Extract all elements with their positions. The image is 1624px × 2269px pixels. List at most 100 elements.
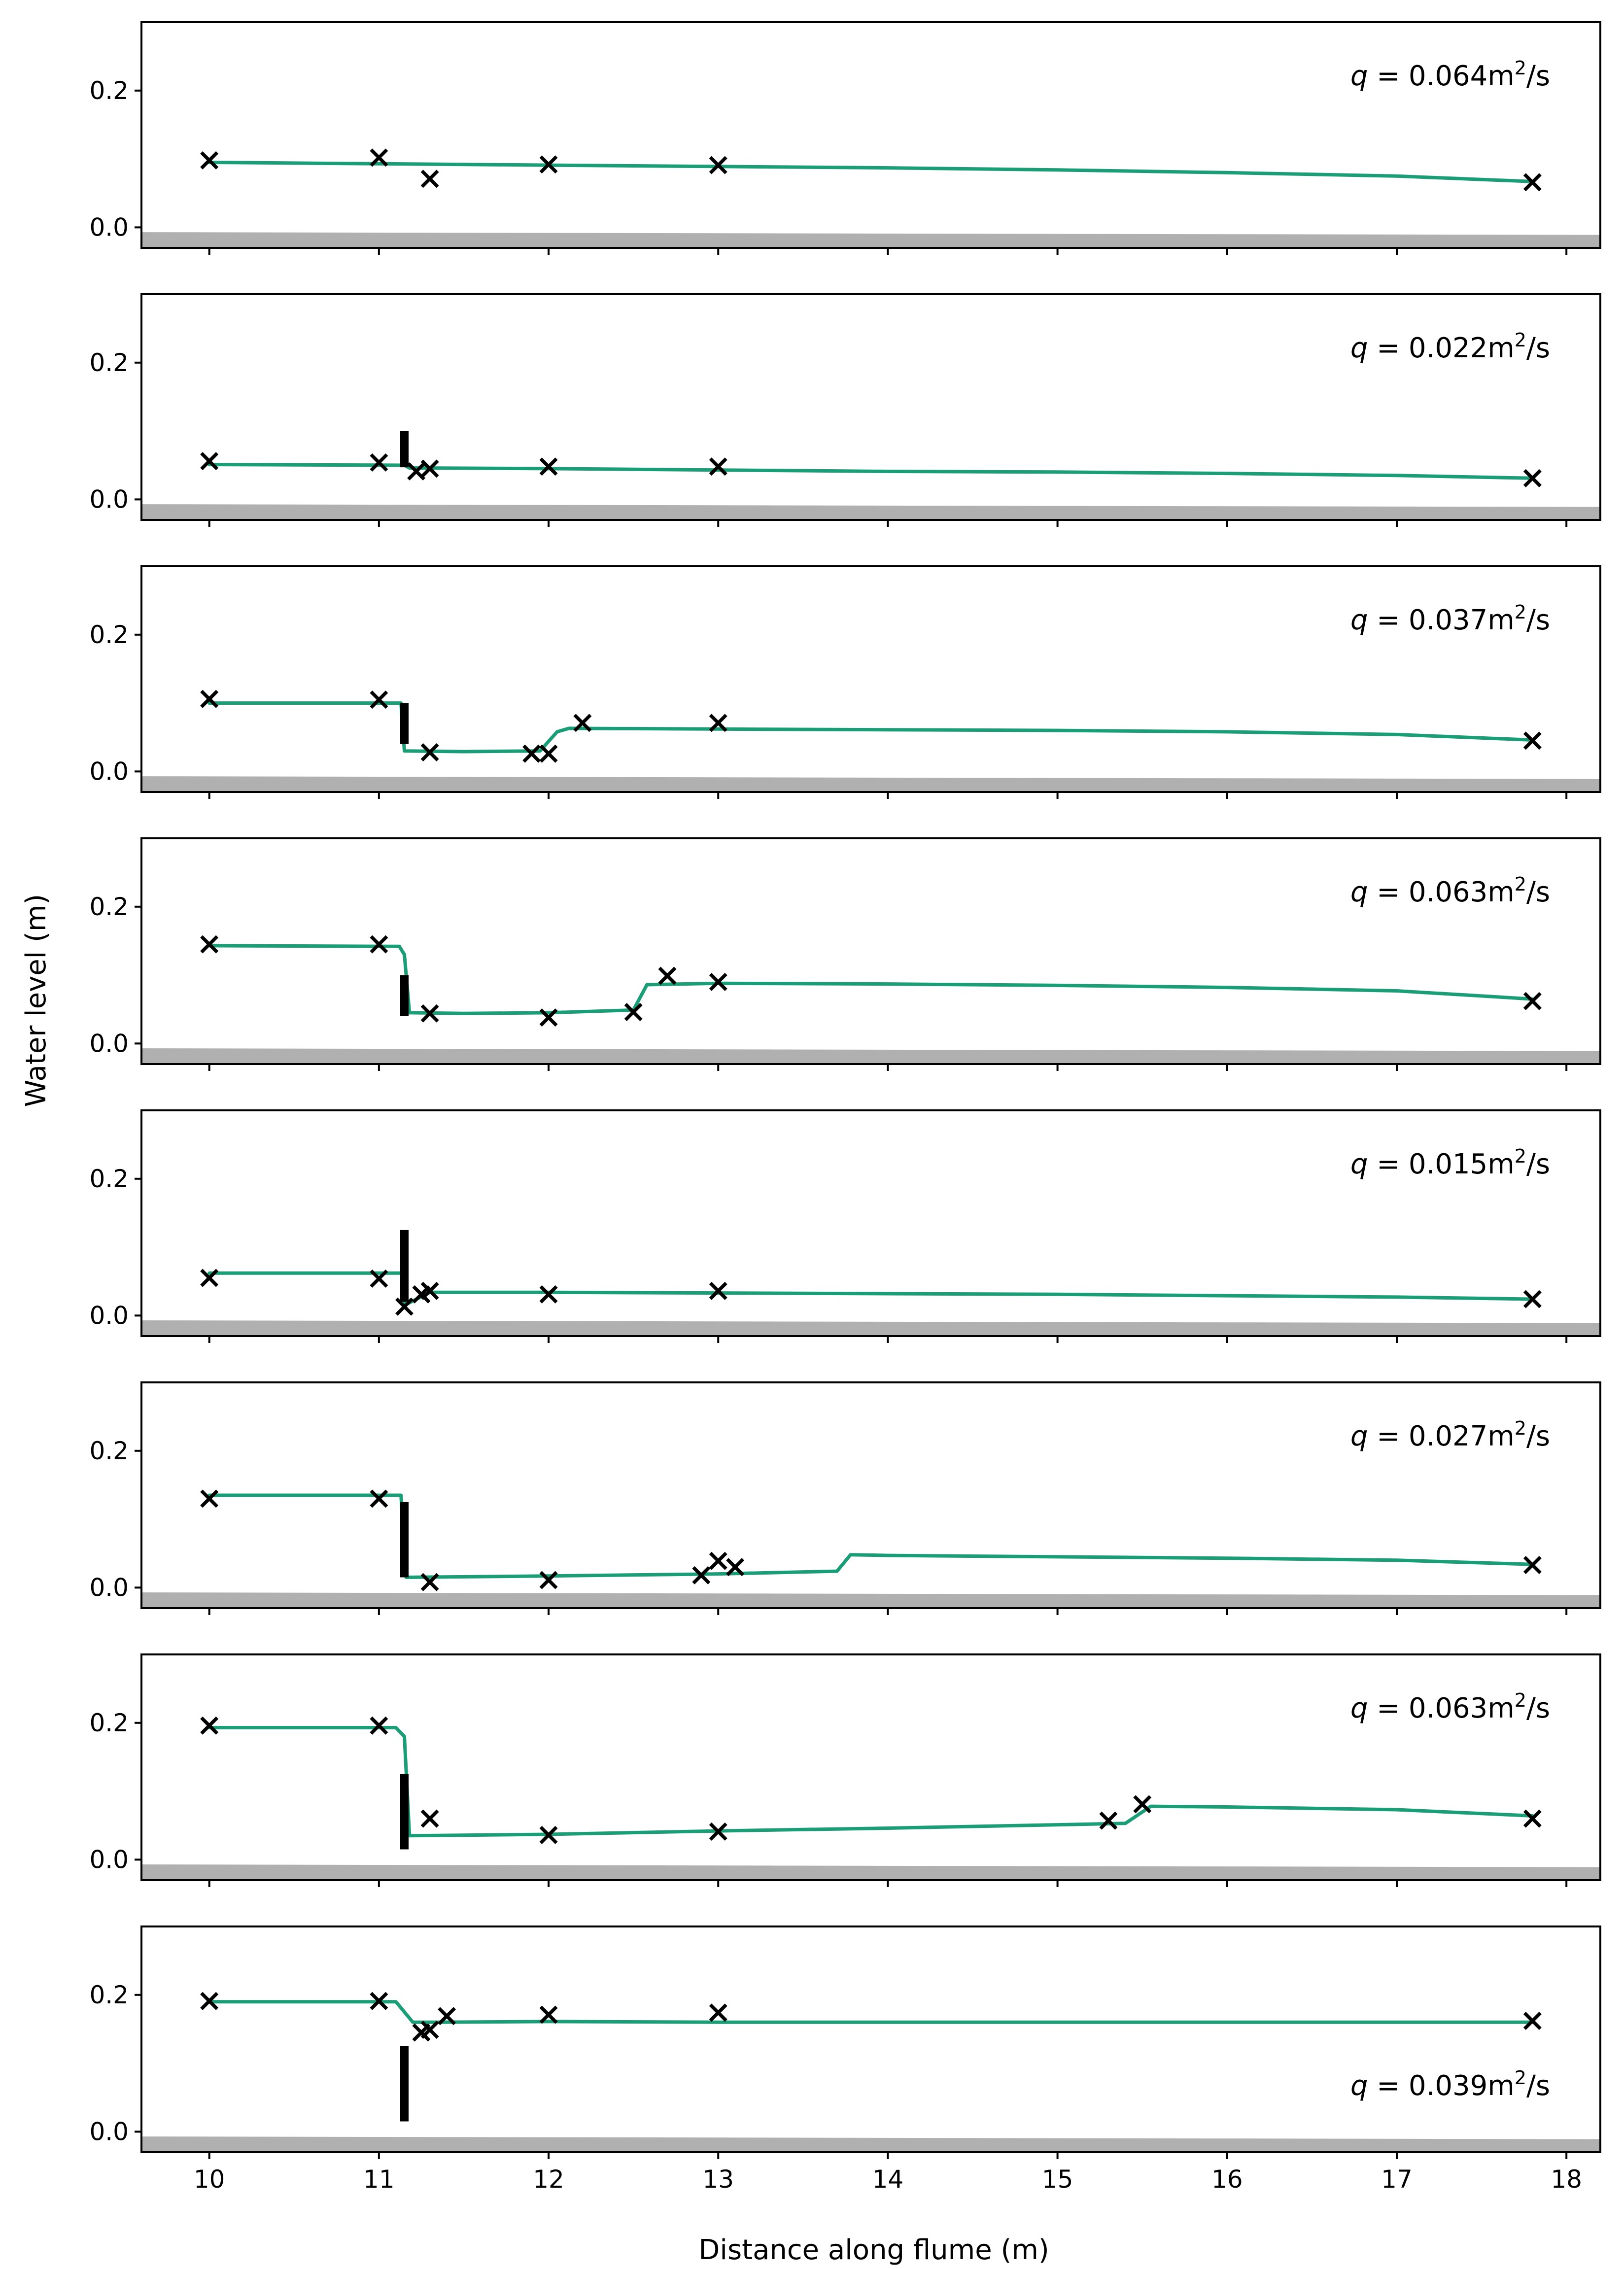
discharge-label: q = 0.022m2/s — [1350, 329, 1550, 364]
marker-stroke — [200, 1716, 219, 1735]
y-tick-label: 0.2 — [89, 1437, 129, 1465]
marker-stroke — [420, 459, 439, 478]
marker-stroke — [370, 935, 388, 954]
panel-frame — [140, 1925, 1601, 2153]
discharge-exponent: 2 — [1515, 601, 1526, 623]
discharge-label: q = 0.039m2/s — [1350, 2067, 1550, 2102]
measurement-marker — [1523, 1809, 1542, 1828]
panel-4: 0.0 0.2 q = 0.063m2/s — [89, 837, 1601, 1071]
marker-stroke — [1523, 1290, 1542, 1308]
panel-frame — [140, 1653, 1601, 1881]
measurement-marker — [624, 1003, 643, 1021]
discharge-exponent: 2 — [1515, 57, 1526, 79]
water-surface-line — [207, 701, 1534, 754]
channel-bed — [141, 1864, 1600, 1880]
discharge-exponent: 2 — [1515, 1145, 1526, 1167]
panel-plot-area — [141, 148, 1600, 248]
x-tick-label: 10 — [194, 2165, 225, 2194]
marker-stroke — [370, 690, 388, 709]
marker-stroke — [200, 1992, 219, 2010]
marker-stroke — [539, 457, 558, 476]
marker-stroke — [1133, 1795, 1152, 1814]
measurement-marker — [1523, 731, 1542, 750]
marker-stroke — [709, 972, 727, 991]
channel-bed — [141, 776, 1600, 792]
marker-stroke — [1523, 2012, 1542, 2030]
discharge-exponent: 2 — [1515, 1689, 1526, 1711]
measurement-marker — [692, 1566, 711, 1584]
discharge-label: q = 0.027m2/s — [1350, 1417, 1550, 1452]
discharge-label: q = 0.063m2/s — [1350, 1689, 1550, 1724]
measurement-marker — [370, 1716, 388, 1735]
measurement-marker — [395, 1297, 414, 1316]
channel-bed — [141, 1592, 1600, 1608]
measurement-marker — [370, 935, 388, 954]
discharge-unit: /s — [1526, 604, 1550, 636]
marker-stroke — [692, 1566, 711, 1584]
panel-frame — [140, 837, 1601, 1065]
measurement-marker — [1523, 469, 1542, 487]
discharge-unit: /s — [1526, 876, 1550, 908]
marker-stroke — [1099, 1811, 1118, 1830]
y-tick-label: 0.0 — [89, 757, 129, 786]
measurement-marker — [200, 1992, 219, 2010]
measurement-marker — [420, 459, 439, 478]
measurement-marker — [539, 457, 558, 476]
measurement-marker — [658, 966, 677, 985]
marker-stroke — [709, 457, 727, 476]
discharge-exponent: 2 — [1515, 2067, 1526, 2089]
measurement-marker — [1133, 1795, 1152, 1814]
channel-bed — [141, 1048, 1600, 1064]
measurement-marker — [709, 972, 727, 991]
measurement-marker — [420, 743, 439, 761]
panels-group: 0.00.2 q = 0.064m2/s0.00.2 q = 0.022m2/s0.… — [89, 21, 1601, 2194]
measurement-marker — [200, 1269, 219, 1287]
marker-stroke — [420, 743, 439, 761]
marker-stroke — [709, 2003, 727, 2022]
measurement-marker — [573, 714, 592, 732]
measurement-marker — [200, 1716, 219, 1735]
panel-plot-area — [141, 935, 1600, 1064]
marker-stroke — [370, 453, 388, 472]
y-tick-label: 0.0 — [89, 1301, 129, 1330]
x-tick-label: 16 — [1211, 2165, 1243, 2194]
discharge-symbol: q — [1350, 60, 1368, 92]
marker-stroke — [200, 935, 219, 954]
marker-stroke — [709, 714, 727, 732]
measurement-marker — [539, 1008, 558, 1027]
discharge-symbol: q — [1350, 876, 1368, 908]
y-tick-label: 0.0 — [89, 2117, 129, 2146]
measurement-marker — [1523, 1290, 1542, 1308]
marker-stroke — [420, 1809, 439, 1828]
channel-bed — [141, 1320, 1600, 1336]
panel-2: 0.0 0.2 q = 0.022m2/s — [89, 293, 1601, 527]
y-tick-label: 0.0 — [89, 485, 129, 514]
marker-stroke — [539, 155, 558, 174]
panel-plot-area — [141, 431, 1600, 520]
y-tick-label: 0.0 — [89, 1573, 129, 1602]
discharge-symbol: q — [1350, 1692, 1368, 1724]
marker-stroke — [1523, 1556, 1542, 1575]
marker-stroke — [1523, 992, 1542, 1010]
marker-stroke — [370, 1716, 388, 1735]
water-surface-line — [207, 944, 1534, 1015]
measurement-marker — [420, 1004, 439, 1023]
measurement-marker — [370, 1269, 388, 1288]
panel-frame — [140, 565, 1601, 793]
panel-frame — [140, 1381, 1601, 1609]
marker-stroke — [395, 1297, 414, 1316]
measurement-marker — [522, 744, 541, 763]
marker-stroke — [539, 1571, 558, 1589]
marker-stroke — [539, 744, 558, 763]
marker-stroke — [200, 151, 219, 170]
marker-stroke — [624, 1003, 643, 1021]
x-tick-label: 15 — [1042, 2165, 1073, 2194]
panel-1: 0.0 0.2 q = 0.064m2/s — [89, 21, 1601, 255]
y-tick-label: 0.0 — [89, 213, 129, 241]
measurement-marker — [726, 1558, 745, 1577]
x-axis-title: Distance along flume (m) — [698, 2234, 1049, 2266]
discharge-unit: /s — [1526, 1692, 1550, 1724]
measurement-marker — [1099, 1811, 1118, 1830]
y-tick-label: 0.2 — [89, 348, 129, 377]
